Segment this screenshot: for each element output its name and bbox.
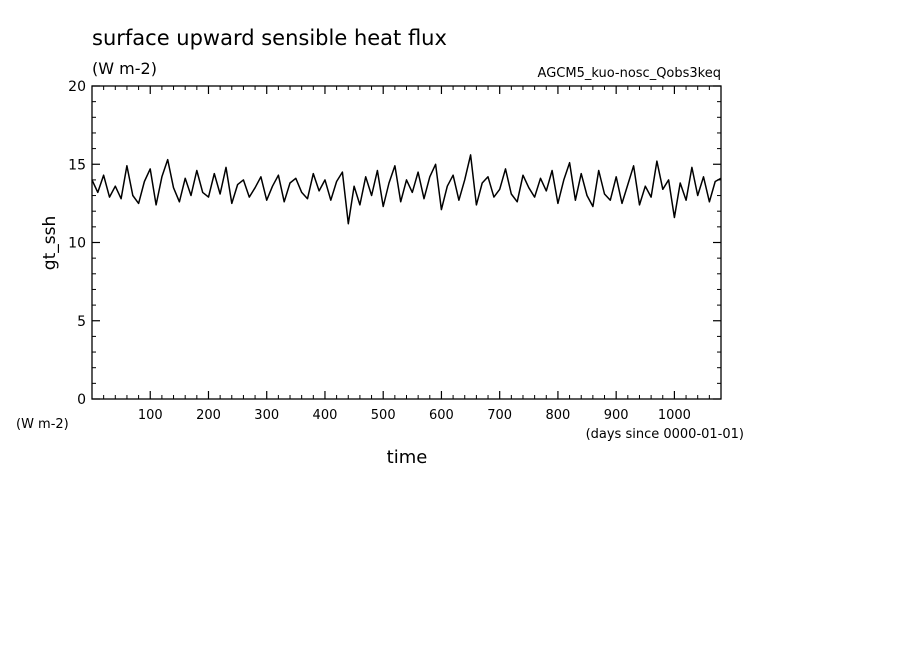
y-tick-label: 15 [68,157,86,173]
title-units-label: (W m-2) [92,59,157,78]
y-tick-label: 5 [77,314,86,330]
x-tick-labels: 100 200 300 400 500 600 700 800 900 1000 [138,408,691,423]
x-tick-label: 700 [487,408,512,423]
x-tick-label: 500 [371,408,396,423]
y-tick-label: 0 [77,392,86,408]
x-tick-label: 1000 [658,408,691,423]
x-tick-label: 600 [429,408,454,423]
x-tick-label: 800 [546,408,571,423]
y-tick-label: 10 [68,236,86,252]
plot-frame [91,85,722,400]
y-tick-labels: 0 5 10 15 20 [68,79,86,408]
x-tick-label: 400 [313,408,338,423]
y-axis-label: gt_ssh [40,216,60,270]
x-axis-label: time [387,447,428,468]
x-tick-label: 900 [604,408,629,423]
y-units-label: (W m-2) [16,417,69,432]
axis-ticks [92,85,721,400]
x-tick-label: 300 [254,408,279,423]
y-tick-label: 20 [68,79,86,95]
x-units-label: (days since 0000-01-01) [586,427,744,442]
series-line [91,154,722,225]
run-label: AGCM5_kuo-nosc_Qobs3keq [538,66,721,81]
x-tick-label: 200 [196,408,221,423]
x-tick-label: 100 [138,408,163,423]
chart-title: surface upward sensible heat flux [92,26,447,50]
